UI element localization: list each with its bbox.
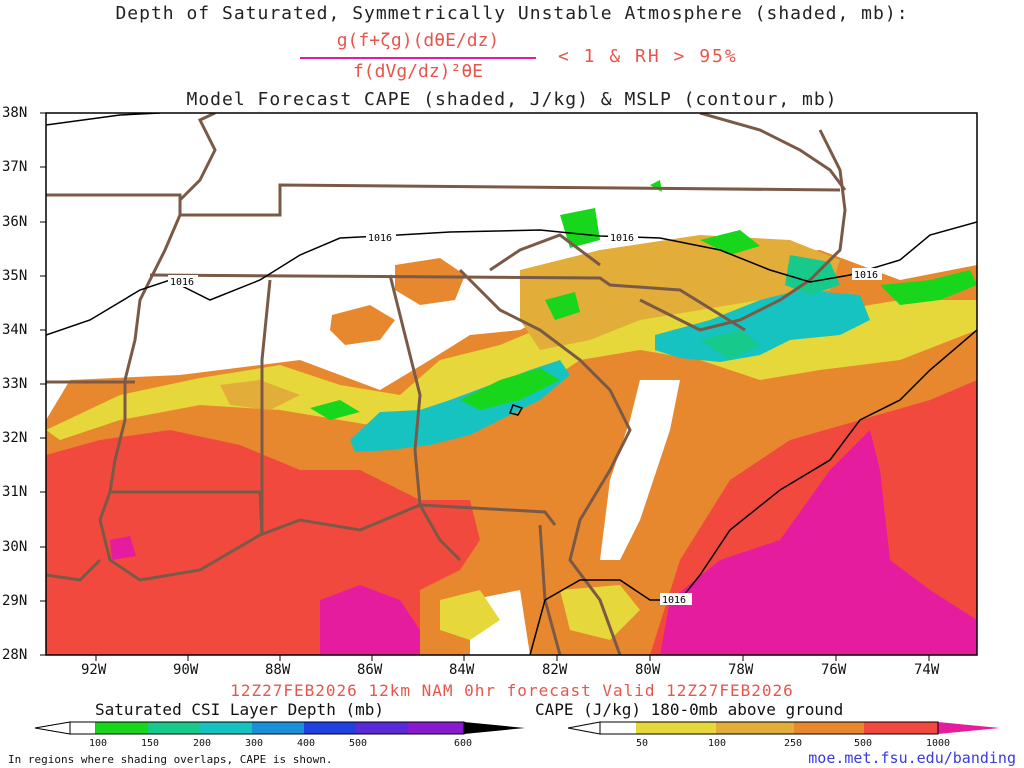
lat-label: 38N — [2, 105, 28, 121]
formula-fraction-bar — [300, 57, 536, 59]
csi-colorbar — [34, 721, 525, 735]
lon-label: 78W — [728, 662, 754, 678]
isobar-label: 1016 — [854, 270, 878, 281]
lon-label: 74W — [914, 662, 940, 678]
lon-label: 92W — [81, 662, 107, 678]
state-boundaries — [46, 113, 847, 655]
lon-label: 86W — [357, 662, 383, 678]
map-subtitle: Model Forecast CAPE (shaded, J/kg) & MSL… — [186, 89, 838, 110]
isobar-labels: 1016 1016 1016 1016 1016 — [168, 231, 882, 606]
csi-tick: 200 — [193, 738, 212, 749]
lat-label: 29N — [2, 593, 28, 609]
credit-link[interactable]: moe.met.fsu.edu/banding — [808, 749, 1016, 767]
cape-tick: 1000 — [926, 738, 951, 749]
axis-ticks — [40, 112, 930, 661]
cape-tick: 500 — [854, 738, 873, 749]
cape-tick: 100 — [708, 738, 727, 749]
csi-tick: 500 — [349, 738, 368, 749]
isobar-label: 1016 — [662, 595, 686, 606]
forecast-map: 1016 1016 1016 1016 1016 — [40, 112, 978, 661]
csi-tick: 150 — [141, 738, 160, 749]
csi-shading — [310, 180, 977, 452]
cape-tick: 50 — [636, 738, 649, 749]
lat-label: 36N — [2, 214, 28, 230]
lon-label: 90W — [173, 662, 199, 678]
lat-label: 31N — [2, 484, 28, 500]
csi-tick: 600 — [454, 738, 473, 749]
formula-condition: < 1 & RH > 95% — [558, 46, 738, 67]
formula-denominator: f(dVg/dz)²θE — [352, 61, 484, 82]
cape-tick: 250 — [784, 738, 803, 749]
lon-label: 80W — [635, 662, 661, 678]
lon-label: 84W — [449, 662, 475, 678]
cape-colorbar — [567, 721, 1000, 735]
lon-label: 88W — [265, 662, 291, 678]
cape-colorbar-title: CAPE (J/kg) 180-0mb above ground — [535, 700, 844, 719]
formula-numerator: g(f+ζg)(dθE/dz) — [336, 30, 500, 51]
colorbars — [34, 721, 1000, 735]
lat-label: 28N — [2, 647, 28, 663]
lon-label: 82W — [542, 662, 568, 678]
csi-tick: 300 — [245, 738, 264, 749]
lat-label: 33N — [2, 376, 28, 392]
valid-time-line: 12Z27FEB2026 12km NAM 0hr forecast Valid… — [230, 681, 794, 700]
isobar-label: 1016 — [368, 233, 392, 244]
lat-label: 35N — [2, 268, 28, 284]
csi-tick: 100 — [89, 738, 108, 749]
lat-label: 34N — [2, 322, 28, 338]
lat-label: 32N — [2, 430, 28, 446]
lon-label: 76W — [821, 662, 847, 678]
isobar-label: 1016 — [170, 277, 194, 288]
csi-colorbar-title: Saturated CSI Layer Depth (mb) — [95, 700, 384, 719]
map-title: Depth of Saturated, Symmetrically Unstab… — [115, 3, 909, 24]
csi-tick: 400 — [297, 738, 316, 749]
isobar-label: 1016 — [610, 233, 634, 244]
overlap-note: In regions where shading overlaps, CAPE … — [8, 753, 333, 766]
lat-label: 30N — [2, 539, 28, 555]
lat-label: 37N — [2, 159, 28, 175]
